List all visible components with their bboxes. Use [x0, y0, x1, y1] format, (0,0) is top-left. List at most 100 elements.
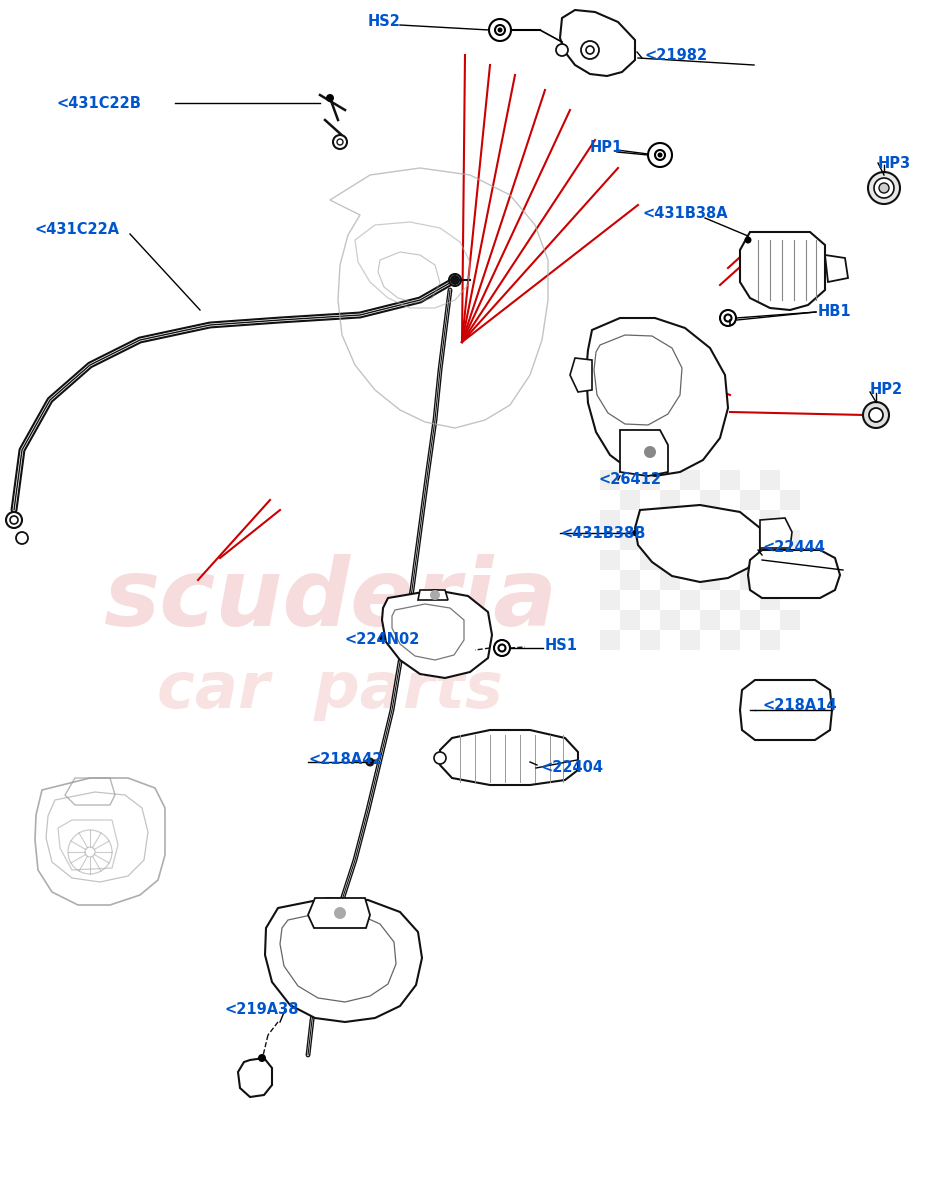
- Bar: [740, 570, 760, 590]
- Circle shape: [450, 275, 460, 284]
- Circle shape: [644, 446, 656, 458]
- Polygon shape: [560, 10, 635, 76]
- Circle shape: [879, 182, 889, 193]
- Bar: [680, 470, 700, 490]
- Polygon shape: [308, 898, 370, 928]
- Circle shape: [657, 152, 663, 157]
- Text: HS1: HS1: [545, 637, 578, 653]
- Circle shape: [495, 25, 505, 35]
- Bar: [760, 590, 780, 610]
- Bar: [640, 550, 660, 570]
- Bar: [720, 590, 740, 610]
- Circle shape: [869, 408, 883, 422]
- Bar: [720, 630, 740, 650]
- Bar: [700, 610, 720, 630]
- Circle shape: [863, 402, 889, 428]
- Bar: [760, 630, 780, 650]
- Circle shape: [655, 150, 665, 160]
- Text: <22444: <22444: [762, 540, 825, 556]
- Polygon shape: [586, 318, 728, 476]
- Bar: [620, 530, 640, 550]
- Bar: [780, 610, 800, 630]
- Circle shape: [366, 757, 375, 767]
- Polygon shape: [760, 554, 784, 572]
- Circle shape: [326, 94, 334, 102]
- Text: HB1: HB1: [818, 305, 852, 319]
- Polygon shape: [825, 254, 848, 282]
- Circle shape: [744, 236, 752, 244]
- Bar: [600, 550, 620, 570]
- Polygon shape: [382, 590, 492, 678]
- Bar: [780, 530, 800, 550]
- Circle shape: [556, 44, 568, 56]
- Text: <431C22B: <431C22B: [57, 96, 142, 110]
- Circle shape: [874, 178, 894, 198]
- Bar: [760, 550, 780, 570]
- Bar: [660, 530, 680, 550]
- Text: HP3: HP3: [878, 156, 911, 170]
- Text: <431B38A: <431B38A: [643, 205, 728, 221]
- Text: <219A38: <219A38: [224, 1002, 298, 1018]
- Polygon shape: [620, 430, 668, 476]
- Circle shape: [16, 532, 28, 544]
- Bar: [720, 470, 740, 490]
- Text: HS2: HS2: [368, 14, 401, 30]
- Bar: [700, 530, 720, 550]
- Bar: [760, 510, 780, 530]
- Circle shape: [497, 28, 502, 32]
- Polygon shape: [760, 518, 792, 548]
- Text: <218A42: <218A42: [308, 752, 382, 768]
- Polygon shape: [440, 730, 578, 785]
- Bar: [680, 630, 700, 650]
- Bar: [700, 570, 720, 590]
- Circle shape: [434, 752, 446, 764]
- Circle shape: [725, 314, 731, 322]
- Bar: [660, 490, 680, 510]
- Text: HP1: HP1: [590, 140, 624, 156]
- Circle shape: [6, 512, 22, 528]
- Bar: [720, 510, 740, 530]
- Circle shape: [333, 134, 347, 149]
- Bar: [740, 530, 760, 550]
- Bar: [600, 590, 620, 610]
- Bar: [680, 550, 700, 570]
- Bar: [620, 610, 640, 630]
- Text: <22404: <22404: [540, 761, 603, 775]
- Circle shape: [632, 530, 638, 536]
- Bar: [740, 610, 760, 630]
- Circle shape: [586, 46, 594, 54]
- Circle shape: [10, 516, 18, 524]
- Bar: [640, 510, 660, 530]
- Bar: [720, 550, 740, 570]
- Polygon shape: [238, 1058, 272, 1097]
- Text: HP2: HP2: [870, 383, 903, 397]
- Text: <224N02: <224N02: [344, 632, 420, 648]
- Circle shape: [498, 644, 506, 652]
- Polygon shape: [265, 898, 422, 1022]
- Circle shape: [337, 139, 343, 145]
- Bar: [660, 570, 680, 590]
- Text: <218A14: <218A14: [762, 697, 837, 713]
- Bar: [780, 570, 800, 590]
- Text: scuderia: scuderia: [103, 554, 557, 646]
- Bar: [760, 470, 780, 490]
- Bar: [740, 490, 760, 510]
- Bar: [700, 490, 720, 510]
- Bar: [640, 470, 660, 490]
- Text: car  parts: car parts: [157, 659, 503, 721]
- Circle shape: [581, 41, 599, 59]
- Bar: [600, 470, 620, 490]
- Text: <431C22A: <431C22A: [35, 222, 120, 238]
- Polygon shape: [418, 590, 448, 600]
- Polygon shape: [748, 550, 840, 598]
- Circle shape: [868, 172, 900, 204]
- Text: <26412: <26412: [598, 473, 661, 487]
- Polygon shape: [635, 505, 760, 582]
- Circle shape: [430, 590, 440, 600]
- Circle shape: [489, 19, 511, 41]
- Bar: [600, 510, 620, 530]
- Circle shape: [337, 958, 347, 967]
- Bar: [680, 510, 700, 530]
- Bar: [620, 490, 640, 510]
- Circle shape: [720, 310, 736, 326]
